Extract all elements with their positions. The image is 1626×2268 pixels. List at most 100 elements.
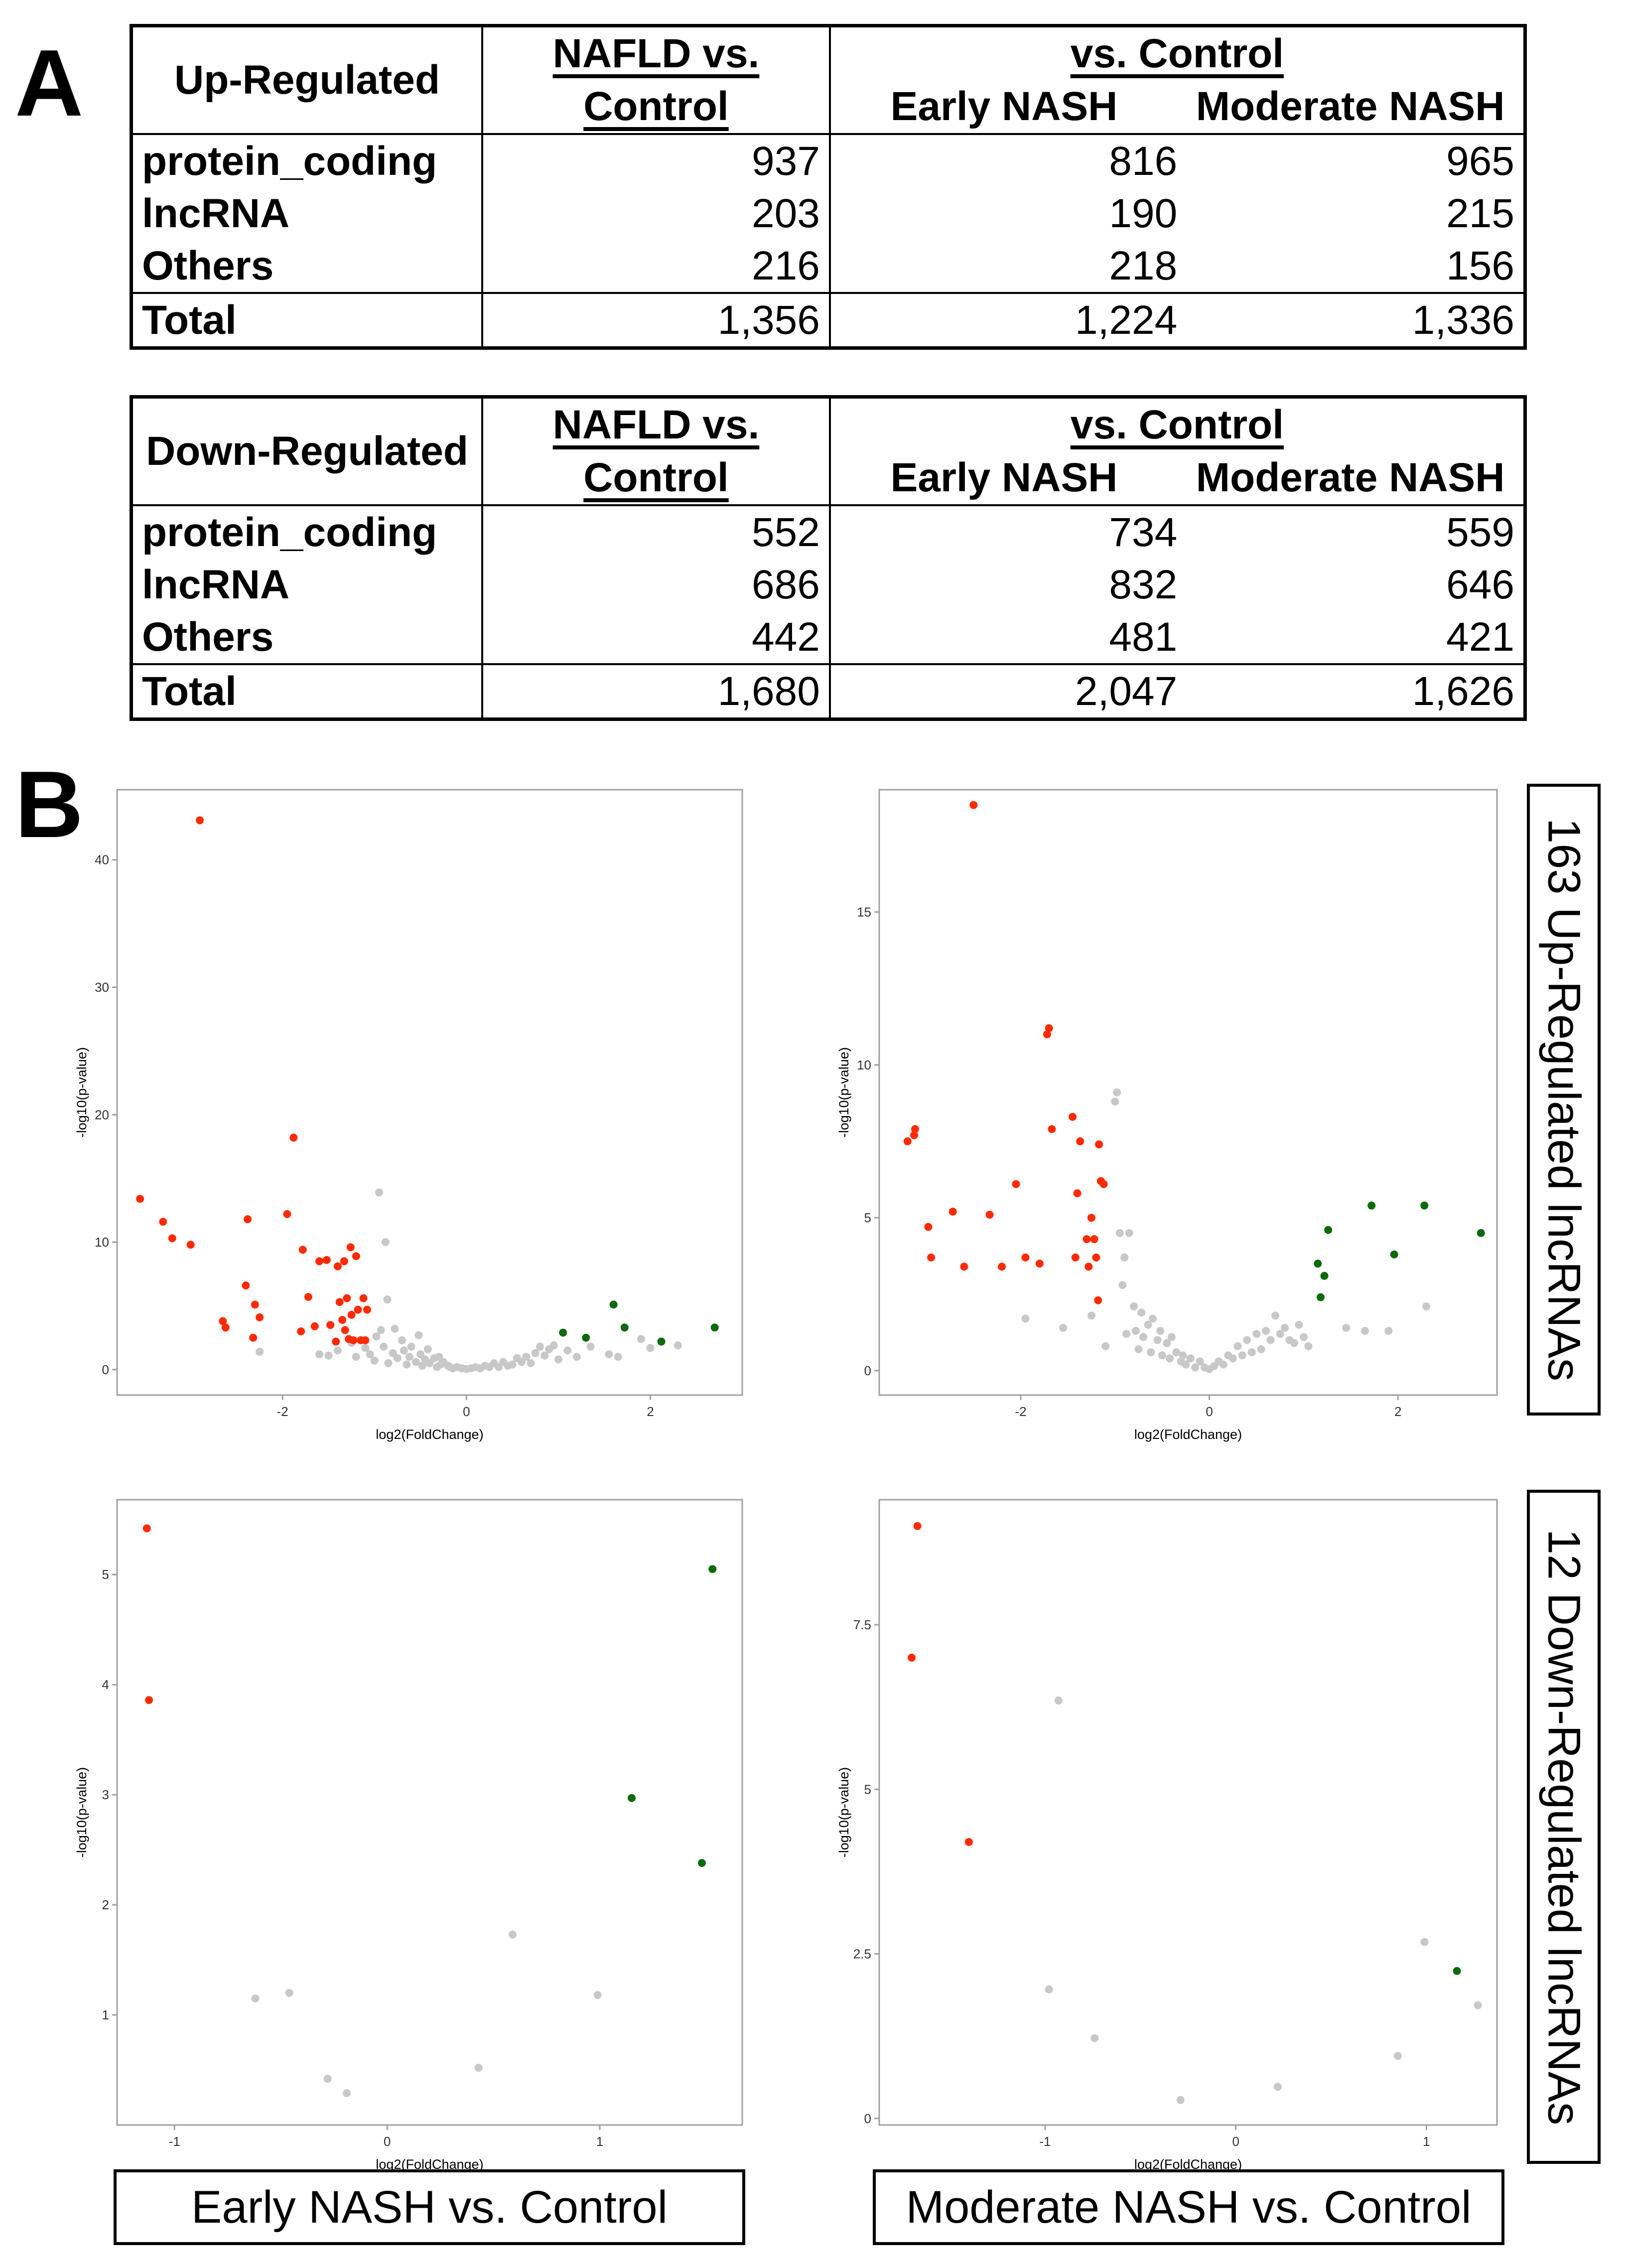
data-point-ns [1304,1342,1313,1350]
plot-frame [116,789,743,1396]
data-point-ns [1271,1311,1280,1320]
data-point-ns [434,1353,443,1361]
y-tick-label: 20 [95,1107,109,1122]
data-point-ns [407,1342,415,1351]
data-point-down [352,1252,360,1261]
data-point-ns [1134,1345,1143,1353]
data-point-ns [1393,2052,1402,2060]
data-point-ns [1276,1330,1284,1338]
y-tick-label: 0 [102,1362,109,1377]
nafld-total: 1,356 [482,292,831,348]
data-point-up [1314,1260,1322,1268]
data-point-down [1099,1180,1108,1188]
data-point-down [347,1310,356,1319]
moderate-total: 1,626 [1177,663,1525,719]
y-tick-label: 3 [102,1787,109,1802]
nafld-value: 203 [482,187,831,240]
y-tick-label: 30 [95,980,109,994]
vs-control-header: vs. Control [1070,402,1284,447]
data-point-ns [1122,1330,1130,1338]
row-label-up-regulated-text: 163 Up-Regulated lncRNAs [1538,818,1590,1382]
early-value: 218 [1109,243,1178,288]
vs-control-header: vs. Control [1070,31,1284,76]
data-point-ns [1158,1351,1166,1360]
x-tick-label: 0 [463,1404,470,1419]
nafld-value: 686 [482,559,831,611]
x-tick-label: 2 [647,1404,654,1419]
data-point-ns [343,2089,351,2097]
nafld-value: 552 [482,504,831,559]
data-point-down [363,1305,371,1314]
data-point-ns [423,1345,432,1353]
data-point-ns [1281,1324,1289,1332]
data-point-ns [1149,1314,1157,1323]
x-tick-label: 0 [1232,2134,1239,2149]
row-label-up-regulated: 163 Up-Regulated lncRNAs [1527,784,1601,1416]
nafld-header-line2: Control [482,451,831,505]
y-tick-label: 0 [864,2111,871,2126]
early-value: 816 [829,133,1178,187]
data-point-ns [425,1359,434,1368]
data-point-ns [508,1930,517,1939]
column-label-moderate-nash: Moderate NASH vs. Control [873,2169,1504,2245]
y-tick-label: 10 [857,1057,871,1072]
data-point-down [1084,1263,1093,1271]
data-point-down [1021,1253,1030,1262]
data-point-down [1076,1137,1084,1145]
x-tick-label: 0 [1206,1404,1213,1419]
data-point-down [1090,1235,1098,1244]
data-point-down [1045,1024,1053,1032]
x-tick-label: -1 [169,2134,180,2149]
data-point-ns [614,1353,622,1361]
moderate-value: 156 [1446,243,1514,288]
data-point-up [708,1565,717,1573]
data-point-ns [536,1342,544,1351]
data-point-down [354,1305,362,1314]
total-label: Total [131,663,484,719]
data-point-ns [1118,1281,1127,1289]
total-label: Total [131,292,484,348]
data-point-down [361,1336,370,1345]
data-point-down [1094,1296,1102,1304]
data-point-down [186,1241,195,1249]
data-point-down [244,1215,252,1224]
data-point-down [998,1263,1006,1271]
data-point-up [697,1859,706,1867]
data-point-down [297,1327,305,1336]
data-point-ns [411,1358,420,1366]
plot-frame [878,789,1498,1396]
data-point-ns [1422,1302,1431,1311]
data-point-down [359,1294,368,1302]
data-point-ns [1238,1351,1246,1360]
x-tick-label: -2 [1015,1404,1026,1419]
nafld-value: 216 [482,240,831,293]
data-point-ns [1137,1308,1146,1317]
data-point-ns [1290,1339,1298,1347]
data-point-ns [1101,1342,1110,1350]
y-axis-label: -log10(p-value) [74,1047,89,1138]
data-point-down [349,1336,358,1345]
data-point-ns [366,1350,374,1359]
data-point-down [911,1125,919,1134]
nafld-value: 937 [482,133,831,187]
data-point-ns [1474,2001,1482,2009]
column-label-early-nash: Early NASH vs. Control [114,2169,745,2245]
data-point-ns [352,1353,360,1361]
early-total: 1,224 [829,292,1178,348]
data-point-ns [398,1336,406,1345]
data-point-ns [1115,1229,1124,1237]
data-point-up [1453,1967,1461,1975]
data-point-ns [1262,1327,1270,1335]
data-point-ns [1090,2034,1099,2042]
data-point-up [657,1337,666,1346]
nafld-header-line1: NAFLD vs. [482,25,831,80]
x-tick-label: 1 [1423,2134,1430,2149]
data-point-ns [377,1326,385,1334]
data-point-down [1083,1235,1091,1244]
data-point-ns [1120,1253,1129,1262]
data-point-ns [1131,1327,1140,1335]
row-label-down-regulated: 12 Down-Regulated lncRNAs [1527,1490,1601,2164]
data-point-down [335,1298,344,1306]
moderate-value: 646 [1446,562,1514,607]
